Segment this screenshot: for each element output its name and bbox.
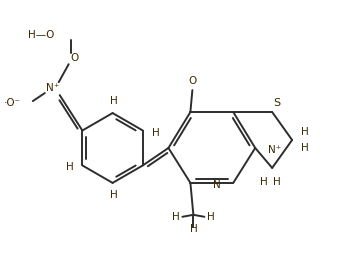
Text: ·O⁻: ·O⁻	[4, 98, 21, 108]
Text: H: H	[301, 127, 309, 137]
Text: H: H	[110, 96, 117, 106]
Text: H: H	[110, 190, 117, 200]
Text: O: O	[188, 76, 197, 86]
Text: N⁺: N⁺	[46, 83, 59, 93]
Text: H: H	[207, 212, 215, 222]
Text: H: H	[65, 162, 73, 173]
Text: H: H	[273, 177, 281, 187]
Text: O: O	[71, 53, 79, 63]
Text: S: S	[274, 98, 281, 108]
Text: H: H	[260, 177, 268, 187]
Text: N: N	[213, 180, 220, 190]
Text: H: H	[172, 212, 179, 222]
Text: H: H	[152, 127, 160, 138]
Text: H: H	[301, 143, 309, 153]
Text: H—O: H—O	[28, 30, 55, 40]
Text: H: H	[190, 224, 197, 234]
Text: N⁺: N⁺	[268, 145, 281, 155]
